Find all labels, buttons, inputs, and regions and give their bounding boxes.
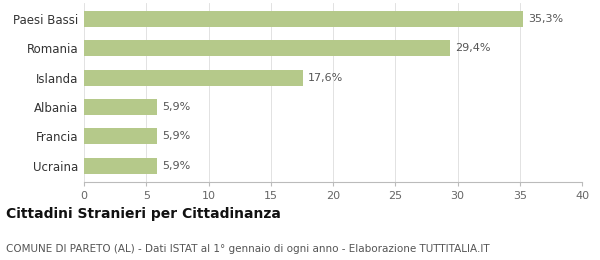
Text: 29,4%: 29,4%: [455, 43, 491, 53]
Text: 5,9%: 5,9%: [163, 161, 191, 171]
Text: COMUNE DI PARETO (AL) - Dati ISTAT al 1° gennaio di ogni anno - Elaborazione TUT: COMUNE DI PARETO (AL) - Dati ISTAT al 1°…: [6, 244, 490, 254]
Bar: [84, 11, 523, 27]
Bar: [84, 99, 157, 115]
Text: Cittadini Stranieri per Cittadinanza: Cittadini Stranieri per Cittadinanza: [6, 207, 281, 222]
Text: 17,6%: 17,6%: [308, 73, 343, 83]
Text: 5,9%: 5,9%: [163, 131, 191, 141]
Bar: [84, 158, 157, 174]
Bar: [84, 40, 450, 56]
Bar: [84, 69, 303, 86]
Text: 35,3%: 35,3%: [529, 14, 563, 24]
Text: 5,9%: 5,9%: [163, 102, 191, 112]
Bar: [84, 128, 157, 145]
